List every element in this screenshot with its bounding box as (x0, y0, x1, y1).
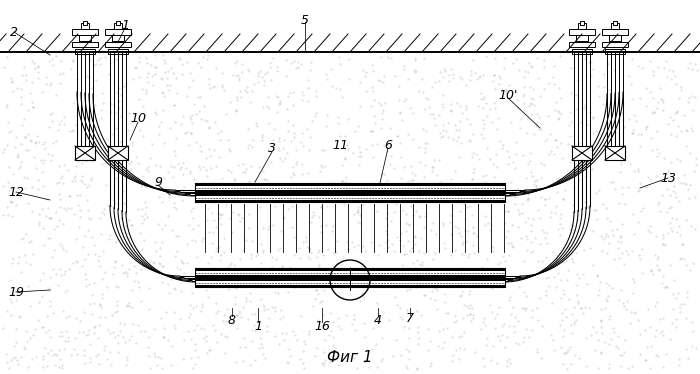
Bar (79, 35, 91, 41)
Bar (576, 35, 588, 41)
Text: 1: 1 (121, 18, 129, 31)
Bar (195, 190, 505, 193)
Text: 19: 19 (8, 285, 24, 298)
Bar (605, 49, 625, 54)
Bar (195, 279, 505, 287)
Bar (81, 23, 89, 29)
Bar (195, 200, 505, 202)
Bar (108, 49, 128, 54)
Bar (108, 146, 128, 160)
Bar (195, 194, 505, 202)
Bar (569, 29, 595, 35)
Bar (83, 21, 87, 25)
Text: 6: 6 (384, 138, 392, 151)
Text: 1: 1 (254, 319, 262, 332)
Text: 3: 3 (268, 141, 276, 154)
Bar (75, 146, 95, 160)
Bar (116, 21, 120, 25)
Bar (195, 285, 505, 287)
Bar (195, 183, 505, 193)
Text: 8: 8 (228, 313, 236, 327)
Bar (195, 268, 505, 278)
Bar (112, 35, 124, 41)
Text: 5: 5 (301, 13, 309, 27)
Bar (195, 275, 505, 278)
Bar (572, 146, 592, 160)
Bar (195, 268, 505, 271)
Bar (195, 268, 505, 278)
Bar (72, 29, 98, 35)
Bar (195, 183, 505, 193)
Bar (195, 194, 505, 202)
Text: 4: 4 (374, 313, 382, 327)
Text: 2: 2 (10, 25, 18, 39)
Bar (569, 42, 595, 47)
Bar (195, 279, 505, 281)
Bar (605, 146, 625, 160)
Text: 12: 12 (8, 186, 24, 199)
Bar (613, 21, 617, 25)
Bar (105, 42, 131, 47)
Bar (195, 279, 505, 287)
Bar (609, 35, 621, 41)
Bar (195, 183, 505, 186)
Text: 9: 9 (154, 175, 162, 188)
Text: Фиг 1: Фиг 1 (327, 350, 373, 365)
Bar (72, 42, 98, 47)
Text: 16: 16 (314, 319, 330, 332)
Bar (611, 23, 619, 29)
Bar (195, 194, 505, 196)
Bar (578, 23, 586, 29)
Bar (602, 42, 628, 47)
Bar (602, 29, 628, 35)
Text: 10': 10' (498, 89, 518, 101)
Text: 11: 11 (332, 138, 348, 151)
Text: 7: 7 (406, 312, 414, 325)
Bar (105, 29, 131, 35)
Bar (572, 49, 592, 54)
Text: 10: 10 (130, 111, 146, 125)
Bar (75, 49, 95, 54)
Bar (114, 23, 122, 29)
Bar (580, 21, 584, 25)
Text: 13: 13 (660, 172, 676, 184)
